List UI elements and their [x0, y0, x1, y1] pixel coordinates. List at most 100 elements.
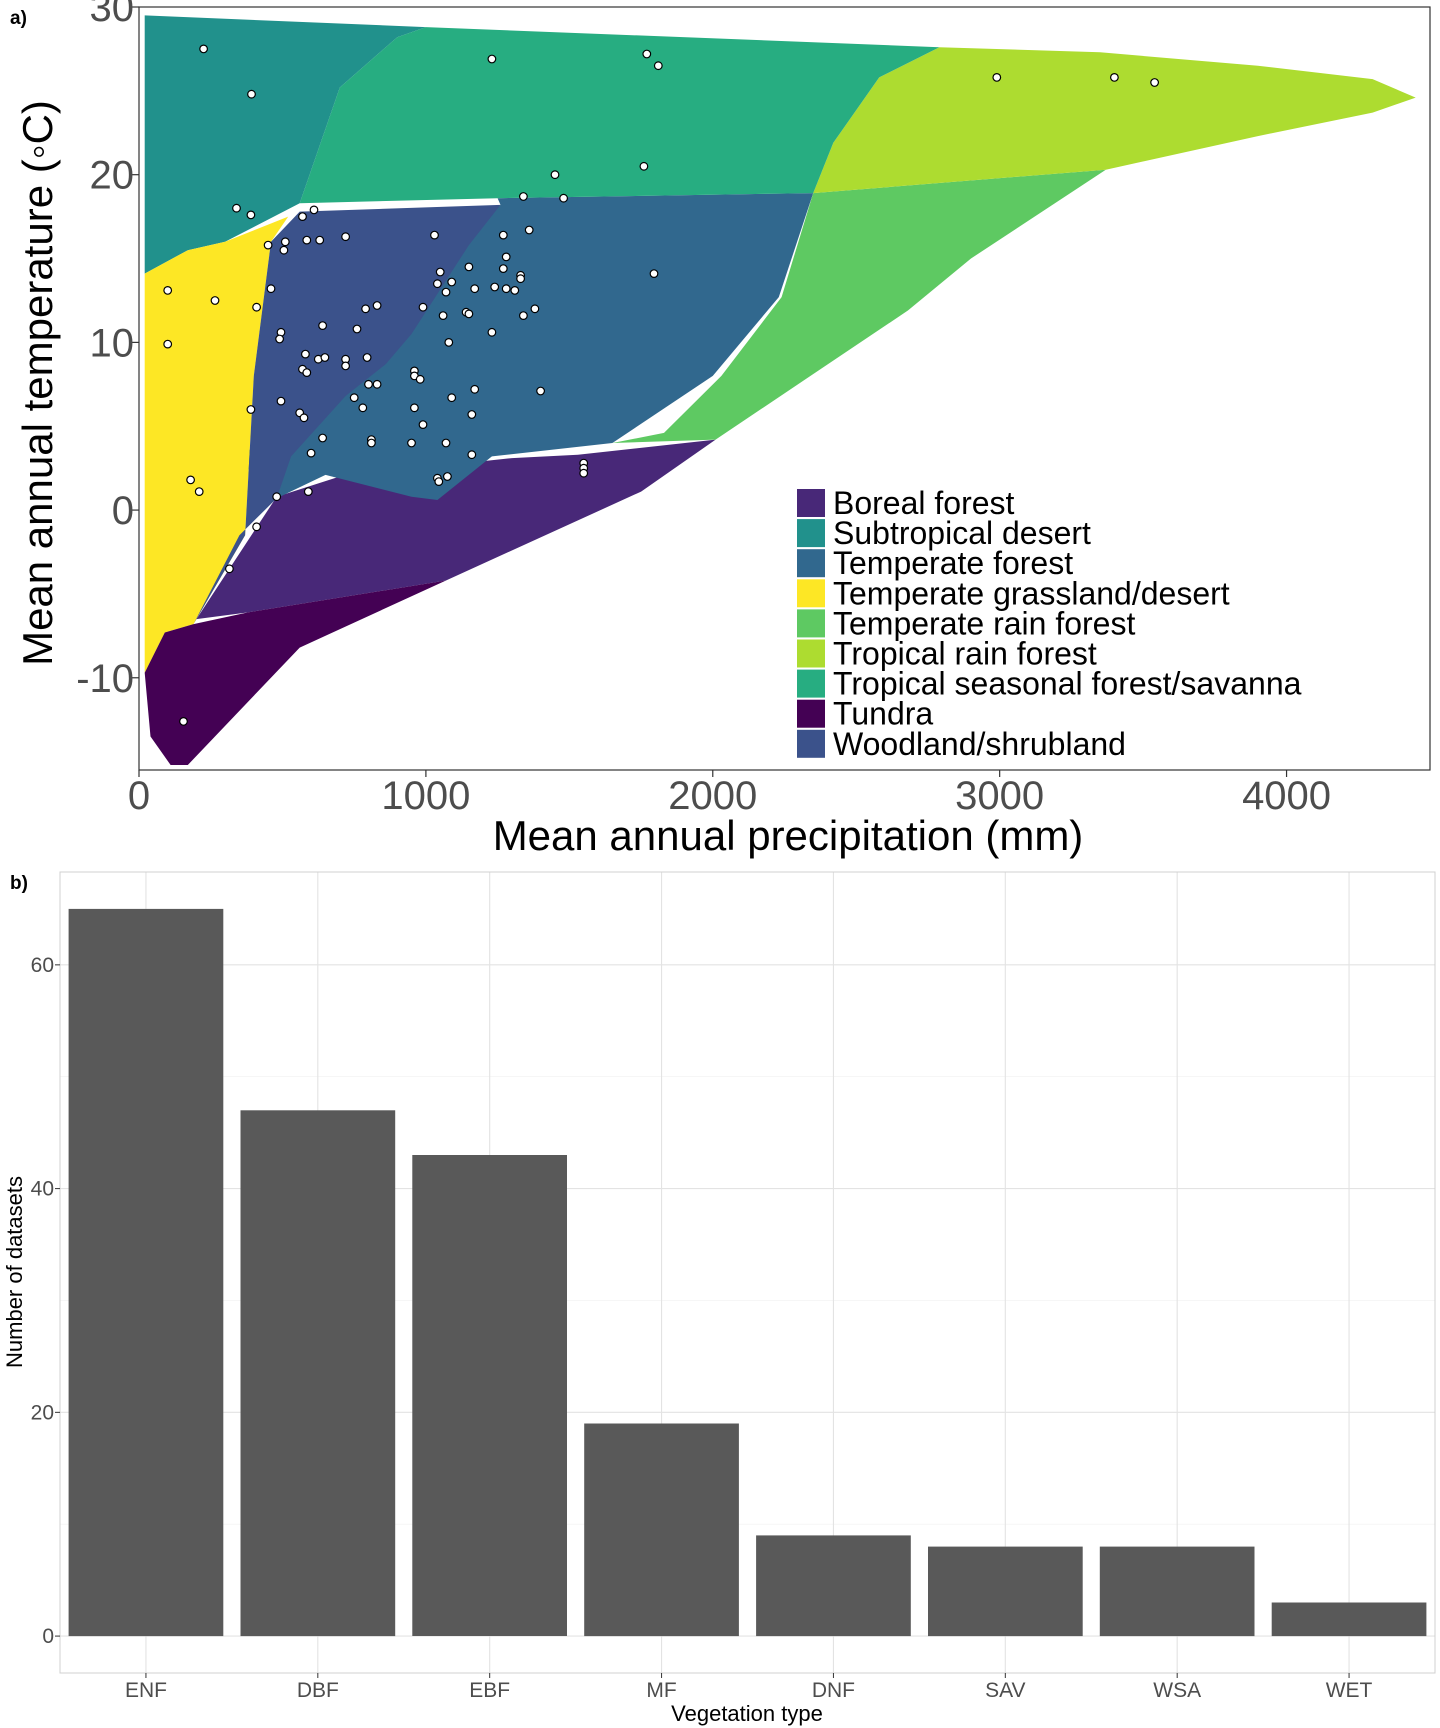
site-point: [467, 410, 477, 419]
site-point: [302, 368, 312, 378]
site-point: [501, 284, 511, 294]
bar-mf: [584, 1423, 739, 1637]
x-tick-label: 2000: [668, 774, 757, 818]
site-point: [524, 225, 534, 235]
site-point: [246, 210, 256, 220]
site-point: [318, 321, 328, 331]
site-point: [536, 386, 545, 396]
site-point: [318, 433, 328, 443]
biome-polygons: [144, 15, 1416, 765]
site-point: [498, 264, 508, 274]
site-point: [441, 438, 451, 448]
biome-region-5: [813, 47, 1416, 194]
site-point: [199, 44, 209, 54]
panel-b-label: b): [10, 873, 28, 894]
legend-label: Temperate rain forest: [833, 605, 1135, 641]
legend-key-0: [797, 489, 825, 517]
biome-region-2: [239, 193, 814, 500]
site-point: [470, 384, 480, 394]
y-tick-label: 20: [90, 154, 135, 198]
site-point: [279, 245, 289, 255]
y-axis-ticks: -10 0 10 20 30: [76, 0, 139, 701]
bar-dnf: [756, 1535, 911, 1637]
site-point: [341, 361, 351, 371]
site-point: [550, 170, 560, 180]
site-point: [358, 403, 368, 413]
site-point: [653, 61, 663, 71]
site-point: [1150, 78, 1159, 87]
site-point: [232, 203, 241, 213]
site-point: [464, 309, 474, 319]
legend-key-2: [797, 549, 825, 578]
site-point: [410, 403, 419, 413]
site-point: [210, 296, 220, 305]
site-point: [309, 205, 319, 215]
site-point: [163, 286, 173, 295]
legend-label: Tropical rain forest: [833, 636, 1097, 672]
site-point: [247, 89, 256, 99]
x-tick-label: DBF: [297, 1679, 339, 1702]
site-point: [352, 324, 362, 334]
site-point: [179, 717, 188, 726]
site-point: [263, 240, 273, 250]
site-point: [303, 487, 313, 497]
biome-region-6: [299, 27, 940, 204]
bars: [68, 908, 1427, 1637]
site-point: [487, 327, 497, 337]
bar-wet: [1271, 1602, 1427, 1637]
biome-region-7: [144, 580, 446, 765]
site-point: [579, 468, 589, 478]
site-point: [252, 522, 262, 532]
site-point: [519, 192, 528, 201]
site-point: [186, 475, 196, 485]
site-point: [433, 279, 442, 289]
y-axis-title: Number of datasets: [2, 1176, 27, 1368]
site-point: [415, 374, 425, 384]
x-axis-title: Mean annual precipitation (mm): [493, 812, 1084, 859]
y-tick-label: -10: [76, 657, 134, 701]
panel-a: a) 0 1000 2000 3000 4000 -10 0 10 20 30 Mean ann…: [10, 0, 1431, 859]
panel-b: b) 0 20 40 60 ENF DBF EBF MF DNF SAV WSA WET Veget…: [2, 871, 1436, 1726]
site-point: [516, 274, 525, 284]
y-tick-label: 40: [31, 1178, 54, 1201]
site-point: [447, 393, 457, 403]
site-point: [372, 301, 382, 310]
x-tick-label: ENF: [125, 1679, 167, 1702]
site-point: [341, 232, 351, 242]
bar-ebf: [412, 1155, 567, 1636]
legend-key-6: [797, 669, 825, 698]
x-tick-label: SAV: [985, 1679, 1025, 1702]
site-point: [487, 54, 497, 64]
site-point: [302, 235, 312, 245]
site-point: [1109, 72, 1119, 82]
y-tick-label: 0: [112, 489, 134, 533]
site-point: [490, 282, 500, 292]
legend-label: Boreal forest: [833, 485, 1015, 521]
site-point: [447, 277, 457, 287]
site-point: [301, 349, 310, 359]
y-tick-label: 0: [42, 1625, 54, 1648]
site-point: [299, 413, 309, 423]
y-tick-label: 30: [90, 0, 135, 30]
y-axis-title: Mean annual temperature (◦C): [14, 100, 61, 666]
biome-region-3: [144, 216, 289, 673]
site-point: [418, 302, 428, 312]
legend-label: Temperate forest: [833, 545, 1073, 581]
site-point: [266, 284, 276, 294]
biome-region-0: [196, 439, 716, 620]
site-point: [276, 396, 286, 406]
x-axis-ticks: 0 1000 2000 3000 4000: [128, 770, 1331, 818]
site-point: [435, 267, 445, 277]
x-axis-ticks: ENF DBF EBF MF DNF SAV WSA WET: [125, 1673, 1373, 1702]
site-point: [464, 262, 474, 272]
x-tick-label: MF: [646, 1679, 676, 1702]
site-point: [992, 72, 1002, 82]
site-point: [372, 379, 382, 389]
site-point: [194, 487, 204, 497]
site-point: [441, 287, 451, 297]
legend-key-5: [797, 639, 825, 668]
site-point: [642, 49, 652, 59]
site-point: [498, 230, 508, 240]
biome-region-4: [612, 169, 1106, 443]
